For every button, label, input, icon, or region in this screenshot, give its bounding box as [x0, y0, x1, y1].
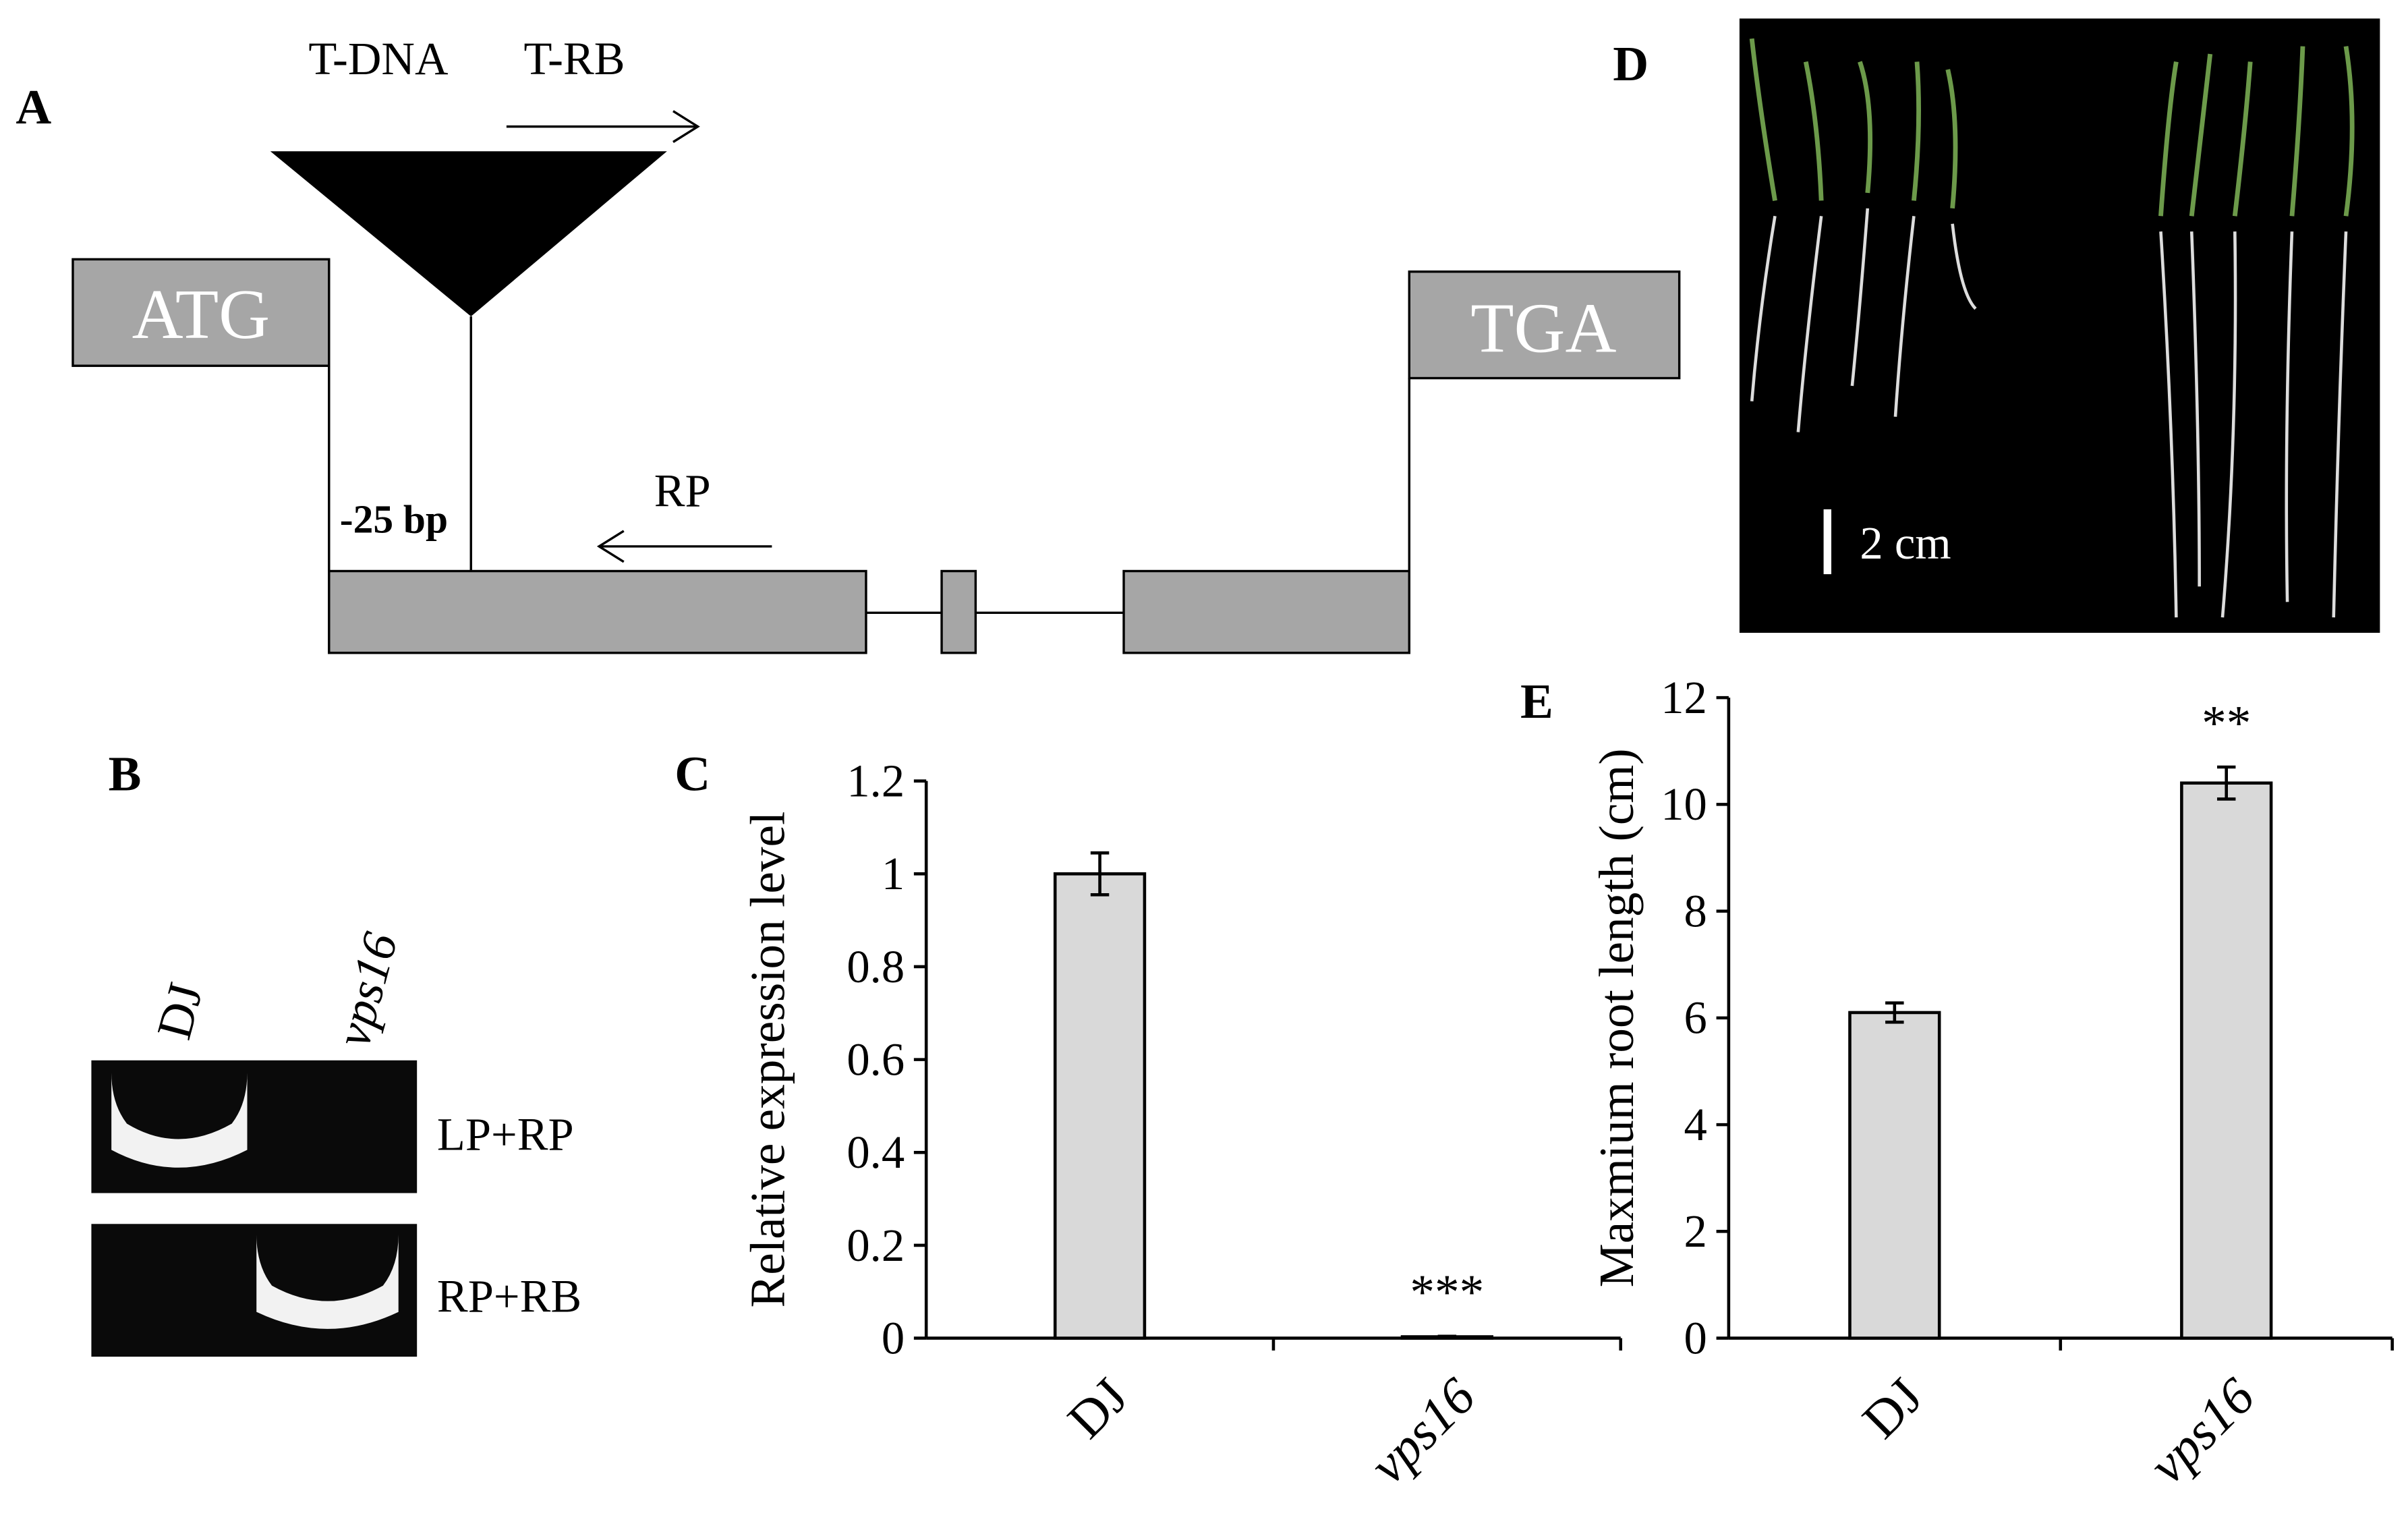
band [111, 1073, 248, 1168]
arrow-head [672, 110, 700, 143]
exon [1122, 569, 1411, 654]
annotation: ** [2202, 696, 2251, 750]
y-tick-label: 8 [1684, 885, 1707, 936]
x-tick-label: DJ [1056, 1367, 1139, 1449]
position-label: -25 bp [340, 497, 448, 541]
y-tick-label: 0.8 [847, 941, 905, 992]
error-bar [1090, 851, 1110, 897]
arrow-head [596, 530, 625, 563]
y-tick-label: 1.2 [847, 756, 905, 807]
panel-label: B [109, 746, 142, 801]
y-tick-label: 10 [1661, 779, 1707, 830]
y-tick-label: 0 [882, 1312, 905, 1363]
row-label: RP+RB [437, 1271, 581, 1322]
y-tick-label: 0.6 [847, 1034, 905, 1085]
start-box [71, 258, 331, 367]
gel-row [91, 1060, 418, 1193]
y-tick-label: 0.2 [847, 1220, 905, 1271]
annotation: *** [1410, 1265, 1484, 1320]
gene-diagram: T-DNA T-RB ATG TGA -25 bp RP [71, 33, 1681, 654]
panel-label: E [1520, 674, 1553, 729]
y-tick-label: 2 [1684, 1206, 1707, 1257]
exon [328, 569, 867, 654]
exon [940, 569, 977, 654]
panel-label: A [16, 80, 51, 134]
y-tick-label: 12 [1661, 672, 1707, 723]
primer-label: RP [654, 465, 711, 516]
y-axis-label: Maxmium root length (cm) [1589, 748, 1644, 1287]
error-bar [1885, 1001, 1904, 1024]
bar [1053, 872, 1147, 1340]
band [256, 1235, 399, 1329]
gel-row [91, 1224, 418, 1357]
stop-label: TGA [1470, 289, 1616, 368]
insert-label: T-DNA [308, 33, 449, 84]
bar [1848, 1011, 1941, 1340]
y-tick-label: 0 [1684, 1312, 1707, 1363]
scale-label: 2 cm [1860, 517, 1951, 569]
y-tick-label: 6 [1684, 992, 1707, 1044]
row-label: LP+RP [437, 1108, 574, 1160]
shoots [1749, 38, 2355, 217]
error-bar [2216, 765, 2236, 801]
seedlings [1750, 208, 2348, 618]
x-tick-label: vps16 [1358, 1367, 1486, 1494]
error-bar [1437, 1334, 1457, 1339]
x-tick-label: vps16 [2138, 1367, 2265, 1494]
lane-label: DJ [146, 978, 213, 1045]
panel-label: D [1613, 36, 1649, 91]
lane-label: vps16 [325, 927, 408, 1052]
primer-label: T-RB [524, 33, 625, 84]
y-axis-label: Relative expression level [741, 812, 795, 1308]
y-tick-label: 0.4 [847, 1127, 905, 1178]
y-tick-label: 1 [882, 848, 905, 899]
stop-box [1408, 270, 1681, 380]
bar [2180, 781, 2273, 1340]
x-tick-label: DJ [1852, 1367, 1934, 1449]
start-label: ATG [132, 275, 270, 353]
gel: DJ vps16 LP+RP RP+RB [91, 927, 581, 1357]
panel-label: C [675, 746, 710, 801]
t-dna-triangle [270, 151, 667, 317]
photo: 2 cm [1739, 18, 2380, 633]
photo-background [1739, 18, 2380, 633]
y-tick-label: 4 [1684, 1099, 1707, 1150]
